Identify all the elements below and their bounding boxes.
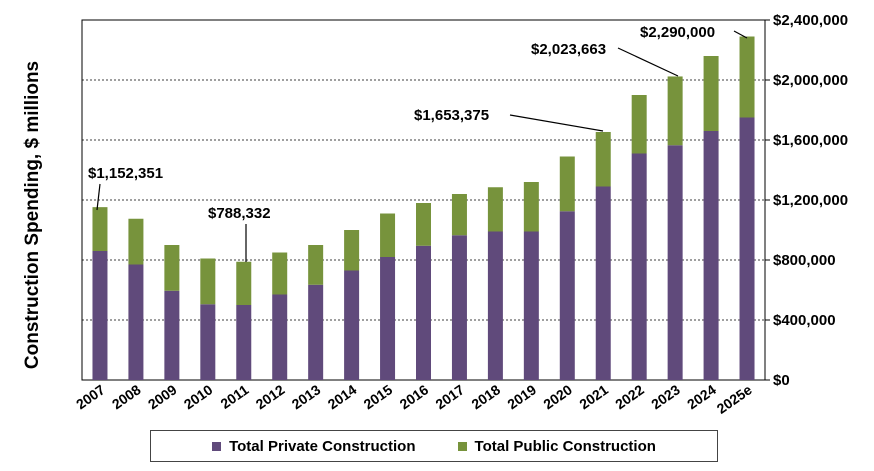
bar-public-2025e (739, 36, 755, 118)
bar-public-2019 (523, 182, 539, 232)
bar-public-2010 (200, 258, 216, 305)
annotation-2023: $2,023,663 (531, 41, 606, 58)
bar-private-2016 (416, 245, 431, 380)
legend: Total Private Construction Total Public … (150, 430, 718, 462)
y-tick-label: $800,000 (773, 252, 836, 269)
bar-public-2018 (487, 187, 503, 232)
bar-public-2012 (272, 252, 288, 295)
bar-private-2021 (595, 186, 611, 380)
y-tick-label: $1,600,000 (773, 132, 848, 149)
legend-label-private: Total Private Construction (229, 437, 416, 455)
bar-public-2013 (308, 245, 324, 285)
x-tick-label: 2019 (504, 381, 539, 412)
y-axis-ticks: $0 $400,000 $800,000 $1,200,000 $1,600,000 $2… (765, 12, 848, 389)
bar-public-2009 (164, 245, 180, 291)
y-tick-label: $2,400,000 (773, 12, 848, 29)
annotation-2021: $1,653,375 (414, 107, 489, 124)
y-axis-label: Construction Spending, $ millions (22, 61, 43, 369)
bar-private-2025e (739, 117, 755, 380)
x-tick-label: 2013 (289, 381, 324, 412)
annotations: $1,152,351 $788,332 $1,653,375 $2,023,663 $2… (88, 24, 748, 262)
annotation-2007: $1,152,351 (88, 165, 163, 182)
bar-public-2020 (559, 156, 575, 212)
annotation-leader-2025e (733, 30, 748, 39)
x-tick-label: 2015 (361, 381, 396, 412)
bar-private-2019 (523, 231, 539, 380)
annotation-2011: $788,332 (208, 205, 271, 222)
annotation-leader-2007 (96, 183, 101, 211)
bar-public-2016 (416, 203, 431, 246)
x-tick-label: 2014 (325, 381, 360, 412)
x-tick-label: 2021 (576, 381, 611, 412)
bar-private-2022 (631, 153, 647, 380)
annotation-leader-2021 (509, 114, 604, 132)
bar-public-2007 (92, 207, 108, 251)
bar-private-2024 (703, 131, 719, 380)
y-tick-label: $2,000,000 (773, 72, 848, 89)
bar-private-2017 (451, 235, 467, 380)
legend-swatch-private (212, 441, 222, 451)
legend-item-private: Total Private Construction (212, 437, 416, 455)
y-tick-label: $1,200,000 (773, 192, 848, 209)
y-tick-label: $400,000 (773, 312, 836, 329)
x-tick-label: 2007 (73, 381, 108, 412)
x-tick-label: 2012 (253, 381, 288, 412)
x-tick-label: 2020 (540, 381, 575, 412)
legend-label-public: Total Public Construction (474, 437, 656, 455)
x-tick-label: 2018 (468, 381, 503, 412)
bar-private-2007 (92, 251, 108, 380)
x-tick-label: 2022 (612, 381, 647, 412)
x-tick-label: 2024 (684, 381, 719, 412)
bar-private-2018 (487, 231, 503, 380)
bar-public-2024 (703, 56, 719, 131)
bar-public-2021 (595, 131, 611, 187)
bar-public-2014 (344, 230, 360, 271)
x-tick-label: 2017 (432, 381, 467, 412)
bar-private-2009 (164, 290, 180, 380)
x-tick-label: 2010 (181, 381, 216, 412)
bar-private-2011 (236, 305, 252, 380)
x-tick-label: 2025e (714, 381, 755, 417)
annotation-2025e: $2,290,000 (640, 24, 715, 41)
y-tick-label: $0 (773, 372, 790, 389)
bar-public-2017 (451, 194, 467, 236)
legend-item-public: Total Public Construction (457, 437, 656, 455)
bar-private-2014 (344, 270, 360, 380)
x-tick-label: 2016 (397, 381, 432, 412)
x-tick-label: 2009 (145, 381, 180, 412)
bar-public-2008 (128, 218, 144, 265)
x-tick-label: 2011 (217, 381, 251, 412)
bar-public-2011 (236, 261, 252, 305)
bar-public-2015 (380, 213, 396, 257)
bar-public-2022 (631, 95, 647, 154)
bar-private-2012 (272, 294, 288, 380)
x-axis-ticks: 2007 2008 2009 2010 2011 2012 2013 2014 2015 2016… (73, 381, 755, 417)
bar-private-2013 (308, 284, 324, 380)
bar-private-2020 (559, 211, 575, 380)
legend-swatch-public (457, 441, 467, 451)
bar-private-2010 (200, 304, 216, 380)
annotation-leader-2023 (617, 47, 679, 77)
x-tick-label: 2023 (648, 381, 683, 412)
bar-private-2008 (128, 264, 144, 380)
bar-public-2023 (667, 76, 683, 146)
x-tick-label: 2008 (109, 381, 144, 412)
bars (92, 36, 755, 380)
bar-private-2023 (667, 145, 683, 380)
bar-private-2015 (380, 257, 396, 380)
